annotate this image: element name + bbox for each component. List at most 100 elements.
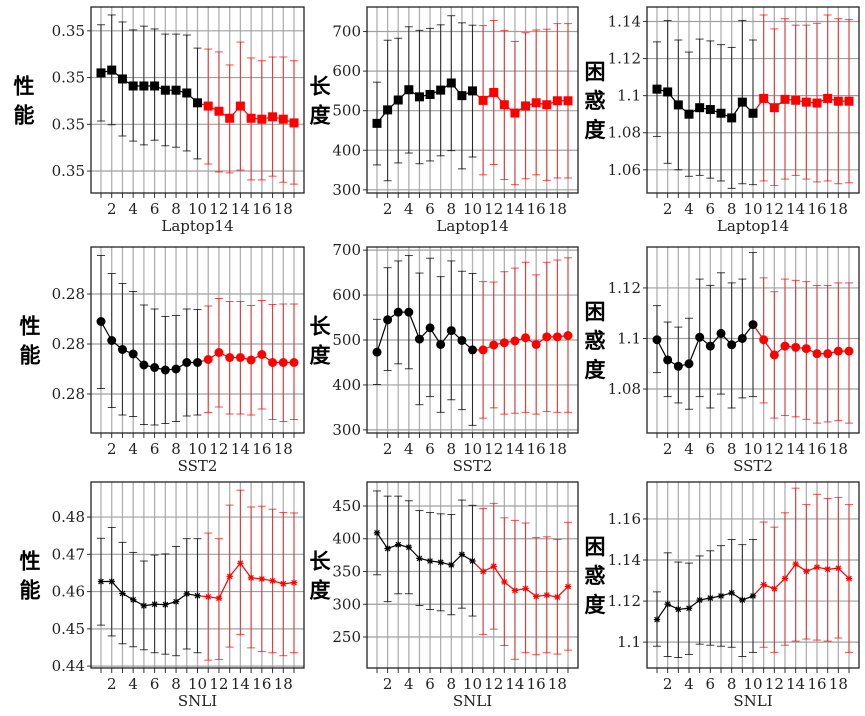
x-tick-label: 18: [274, 200, 293, 218]
data-point-square: [833, 96, 843, 106]
data-point-square: [278, 114, 288, 124]
y-tick-label: 0.28: [52, 285, 85, 303]
data-point-circle: [563, 331, 573, 341]
data-point-star: [696, 596, 703, 604]
x-tick-label: 18: [274, 440, 293, 458]
x-tick-label: 4: [684, 440, 694, 458]
y-tick-label: 1.12: [608, 592, 641, 610]
plot-frame: [646, 6, 860, 194]
x-tick-label: 12: [209, 675, 228, 693]
data-point-circle: [117, 345, 127, 354]
data-point-square: [171, 85, 181, 95]
y-tick-label: 0.46: [52, 583, 85, 601]
data-point-circle: [531, 339, 541, 349]
plot-frame: [366, 481, 579, 669]
panel-snli-length: 250 300 350 400 450 2 4 6 8 10 12 14 16 18 SNLI 长度: [310, 481, 579, 710]
y-tick-label: 1.08: [608, 124, 641, 142]
panel-sst2-performance: 0.28 0.28 0.28 2 4 6 8 10 12 14 16 18 SST2 性能: [20, 246, 305, 475]
data-point-circle: [468, 345, 477, 355]
x-tick-label: 8: [727, 440, 737, 458]
data-point-star: [771, 585, 778, 592]
x-tick-label: 4: [128, 675, 138, 693]
data-point-square: [182, 88, 192, 98]
y-axis-label: 性能: [20, 550, 41, 603]
y-tick-label: 0.44: [52, 657, 85, 675]
data-point-circle: [289, 358, 299, 367]
data-point-star: [405, 544, 413, 551]
x-tick-label: 16: [807, 675, 826, 693]
data-point-circle: [383, 315, 393, 325]
x-tick-label: 2: [383, 200, 393, 218]
data-point-star: [501, 578, 508, 586]
data-point-square: [705, 105, 715, 115]
data-point-star: [129, 596, 137, 603]
data-point-circle: [791, 342, 801, 352]
data-point-square: [652, 84, 662, 94]
y-tick-label: 1.14: [608, 12, 641, 30]
x-tick-label: 12: [765, 440, 784, 458]
y-tick-label: 1.1: [617, 87, 641, 105]
data-point-square: [737, 97, 747, 107]
data-point-star: [675, 606, 682, 613]
data-point-circle: [150, 363, 160, 372]
data-point-square: [214, 106, 224, 116]
x-tick-label: 12: [209, 200, 228, 218]
data-point-square: [96, 68, 106, 78]
data-point-star: [511, 587, 519, 594]
x-axis-label: SST2: [178, 457, 218, 475]
y-tick-label: 350: [332, 562, 361, 580]
x-tick-label: 2: [107, 440, 117, 458]
data-point-star: [458, 551, 466, 558]
x-tick-label: 10: [188, 200, 207, 218]
x-tick-label: 4: [128, 200, 138, 218]
x-axis-label: Laptop14: [436, 217, 508, 235]
x-tick-label: 18: [274, 675, 293, 693]
x-tick-label: 14: [505, 440, 524, 458]
data-point-square: [801, 97, 811, 107]
data-point-circle: [478, 345, 488, 355]
data-point-star: [543, 591, 550, 599]
x-tick-label: 10: [463, 200, 482, 218]
data-point-circle: [372, 347, 382, 357]
data-point-square: [257, 114, 267, 124]
x-tick-label: 6: [425, 440, 435, 458]
data-point-star: [426, 557, 434, 565]
x-tick-label: 14: [505, 200, 524, 218]
panel-sst2-perplexity: 1.08 1.1 1.12 2 4 6 8 10 12 14 16 18 SST2 困惑度: [585, 246, 860, 475]
x-tick-label: 18: [548, 200, 567, 218]
data-point-star: [564, 583, 572, 590]
series-line-baseline: [656, 88, 754, 119]
data-point-star: [792, 560, 799, 568]
data-point-circle: [695, 332, 705, 342]
series-line-extended: [472, 560, 569, 598]
series-line-extended: [752, 563, 850, 597]
y-axis-label: 性能: [20, 315, 41, 368]
panel-laptop14-performance: 0.35 0.35 0.35 0.35 2 4 6 8 10 12 14 16 18 Laptop14 性能: [14, 6, 305, 235]
data-point-circle: [182, 358, 192, 367]
y-tick-label: 1.08: [608, 380, 641, 398]
x-tick-label: 18: [829, 675, 848, 693]
x-tick-label: 14: [231, 200, 250, 218]
data-point-circle: [393, 307, 403, 317]
x-tick-label: 16: [527, 200, 546, 218]
data-point-square: [193, 98, 202, 108]
data-point-star: [554, 593, 561, 601]
data-point-star: [781, 575, 789, 582]
data-point-square: [468, 86, 477, 96]
data-point-circle: [663, 355, 673, 365]
y-tick-label: 0.48: [52, 508, 85, 526]
plot-frame: [366, 246, 579, 434]
x-tick-label: 4: [128, 440, 138, 458]
data-point-square: [684, 109, 694, 119]
series-line-baseline: [100, 321, 198, 371]
y-tick-label: 400: [332, 376, 361, 394]
data-point-circle: [801, 344, 811, 354]
x-axis-label: SNLI: [178, 692, 217, 710]
series-line-extended: [197, 562, 295, 599]
data-point-star: [469, 557, 476, 565]
data-point-star: [290, 579, 298, 586]
plot-frame: [90, 246, 305, 434]
data-point-circle: [268, 358, 278, 367]
x-axis-label: Laptop14: [161, 217, 233, 235]
data-point-circle: [737, 333, 747, 343]
